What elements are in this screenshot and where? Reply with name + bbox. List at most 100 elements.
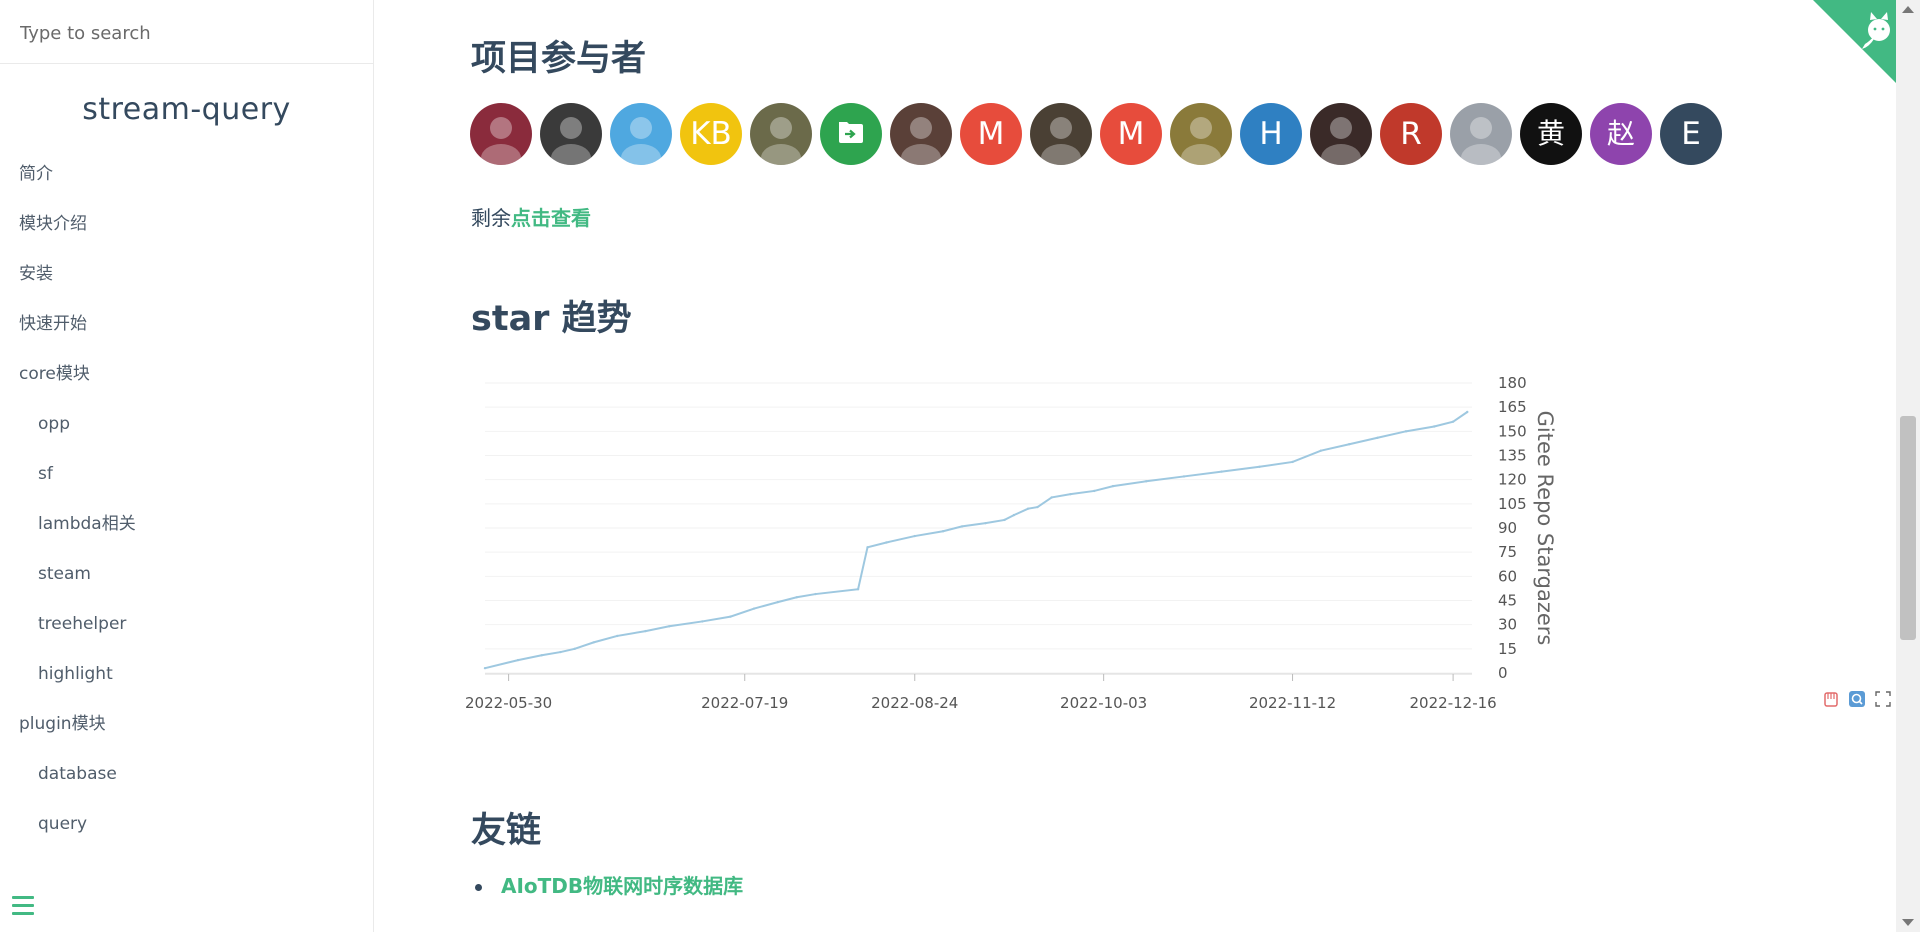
data-point xyxy=(795,596,798,599)
link-aiotdb[interactable]: AIoTDB物联网时序数据库 xyxy=(501,874,744,898)
sidebar-item-install[interactable]: 安装 xyxy=(19,264,53,284)
x-tick-label: 2022-05-30 xyxy=(465,694,552,712)
contributor-avatar[interactable]: E xyxy=(1660,103,1722,165)
contributor-avatar[interactable] xyxy=(750,103,812,165)
data-point xyxy=(1291,460,1294,464)
contributor-avatar[interactable] xyxy=(820,103,882,165)
data-point xyxy=(1111,484,1115,488)
sidebar-item-quickstart[interactable]: 快速开始 xyxy=(19,314,87,334)
x-tick-label: 2022-12-16 xyxy=(1410,694,1497,712)
avatar-photo-icon xyxy=(901,117,941,165)
data-point xyxy=(1144,480,1148,483)
y-tick-label: 135 xyxy=(1498,447,1527,465)
contributor-avatar[interactable] xyxy=(610,103,672,165)
data-point xyxy=(1182,475,1186,478)
fullscreen-icon[interactable] xyxy=(1874,690,1892,708)
avatar-initial: 黄 xyxy=(1536,117,1565,150)
y-axis-label: Gitee Repo Stargazers xyxy=(1533,411,1557,646)
y-tick-label: 45 xyxy=(1498,592,1517,610)
sidebar-item-treehelper[interactable]: treehelper xyxy=(38,614,127,634)
series-line xyxy=(484,411,1468,670)
avatar-photo-icon xyxy=(621,117,661,165)
sidebar-item-intro[interactable]: 简介 xyxy=(19,164,53,184)
y-tick-label: 60 xyxy=(1498,567,1517,585)
contributor-avatar[interactable] xyxy=(540,103,602,165)
remain-line: 剩余点击查看 xyxy=(471,202,591,231)
zoom-tool-icon[interactable] xyxy=(1848,690,1866,708)
data-point xyxy=(729,615,732,618)
y-tick-label: 120 xyxy=(1498,471,1527,489)
contributor-avatar[interactable] xyxy=(890,103,952,165)
sidebar-item-opp[interactable]: opp xyxy=(38,414,70,434)
avatar-photo-icon xyxy=(1181,117,1221,165)
star-chart-svg: 0 15 30 45 60 75 90 105 120 135 150 165 180 2022-05-3… xyxy=(465,374,1557,712)
contributor-avatar[interactable]: H xyxy=(1240,103,1302,165)
data-point xyxy=(1348,443,1351,446)
search-box xyxy=(0,0,373,64)
remain-prefix: 剩余 xyxy=(471,206,511,230)
data-point xyxy=(913,534,916,538)
pan-tool-icon[interactable] xyxy=(1822,690,1840,708)
search-input[interactable] xyxy=(18,18,352,48)
bullet-icon xyxy=(475,884,482,891)
app-name[interactable]: stream-query xyxy=(82,92,291,127)
data-point xyxy=(540,654,543,657)
contributor-avatar[interactable]: M xyxy=(1100,103,1162,165)
data-point xyxy=(592,641,595,644)
sidebar-item-highlight[interactable]: highlight xyxy=(38,664,113,684)
sidebar: stream-query 简介 模块介绍 安装 快速开始 core模块 opp … xyxy=(0,0,374,932)
contributor-avatar[interactable]: M xyxy=(960,103,1022,165)
data-point xyxy=(1026,507,1030,510)
contributor-avatar[interactable]: R xyxy=(1380,103,1442,165)
scroll-up-icon[interactable] xyxy=(1902,6,1914,13)
scroll-thumb[interactable] xyxy=(1900,416,1916,640)
avatar-initial: E xyxy=(1681,116,1701,152)
y-tick-label: 105 xyxy=(1498,495,1527,513)
data-point xyxy=(1093,489,1096,493)
data-point xyxy=(483,666,487,670)
avatar-initial: H xyxy=(1259,116,1283,152)
avatar-initial: 赵 xyxy=(1606,117,1635,150)
sidebar-item-modules[interactable]: 模块介绍 xyxy=(19,214,87,234)
page-scrollbar[interactable] xyxy=(1896,0,1920,932)
sidebar-item-plugin[interactable]: plugin模块 xyxy=(19,714,106,734)
sidebar-item-sf[interactable]: sf xyxy=(38,464,53,484)
data-point xyxy=(885,541,888,544)
x-tick-label: 2022-08-24 xyxy=(871,694,958,712)
contributor-avatar[interactable] xyxy=(1030,103,1092,165)
scroll-down-icon[interactable] xyxy=(1902,919,1914,926)
remain-link[interactable]: 点击查看 xyxy=(511,206,591,230)
y-tick-label: 150 xyxy=(1498,422,1527,440)
sidebar-item-query[interactable]: query xyxy=(38,814,88,834)
data-point xyxy=(941,530,945,533)
contributor-avatar[interactable]: KB xyxy=(680,103,742,165)
data-point xyxy=(573,647,576,651)
sidebar-nav: 简介 模块介绍 安装 快速开始 core模块 opp sf lambda相关 s… xyxy=(0,150,373,850)
contributor-avatar[interactable] xyxy=(470,103,532,165)
data-point xyxy=(866,546,869,549)
x-tick-label: 2022-10-03 xyxy=(1060,694,1147,712)
sidebar-item-lambda[interactable]: lambda相关 xyxy=(38,514,136,534)
avatar-photo-icon xyxy=(761,117,801,165)
links-heading: 友链 xyxy=(471,811,542,851)
avatar-initial: M xyxy=(1117,116,1145,152)
github-corner-icon[interactable] xyxy=(1813,0,1903,90)
contributors-heading: 项目参与者 xyxy=(471,39,647,79)
x-tick-label: 2022-11-12 xyxy=(1249,694,1336,712)
avatar-initial: KB xyxy=(690,116,732,152)
contributor-avatar[interactable]: 赵 xyxy=(1590,103,1652,165)
menu-toggle-icon[interactable] xyxy=(12,896,34,916)
avatar-initial: R xyxy=(1400,116,1422,152)
data-point xyxy=(1220,470,1223,473)
contributor-avatar[interactable] xyxy=(1450,103,1512,165)
main-content: 项目参与者 KB M M H R 黄 赵 E 剩余点击查看 star 趋势 0 15 30 45 60… xyxy=(375,0,1895,932)
contributor-avatar[interactable] xyxy=(1310,103,1372,165)
sidebar-item-database[interactable]: database xyxy=(38,764,117,784)
data-point xyxy=(1069,492,1072,496)
contributor-avatar[interactable] xyxy=(1170,103,1232,165)
contributor-avatar[interactable]: 黄 xyxy=(1520,103,1582,165)
sidebar-item-steam[interactable]: steam xyxy=(38,564,91,584)
avatar-initial: M xyxy=(977,116,1005,152)
y-tick-label: 0 xyxy=(1498,664,1508,682)
sidebar-item-core[interactable]: core模块 xyxy=(19,364,90,384)
